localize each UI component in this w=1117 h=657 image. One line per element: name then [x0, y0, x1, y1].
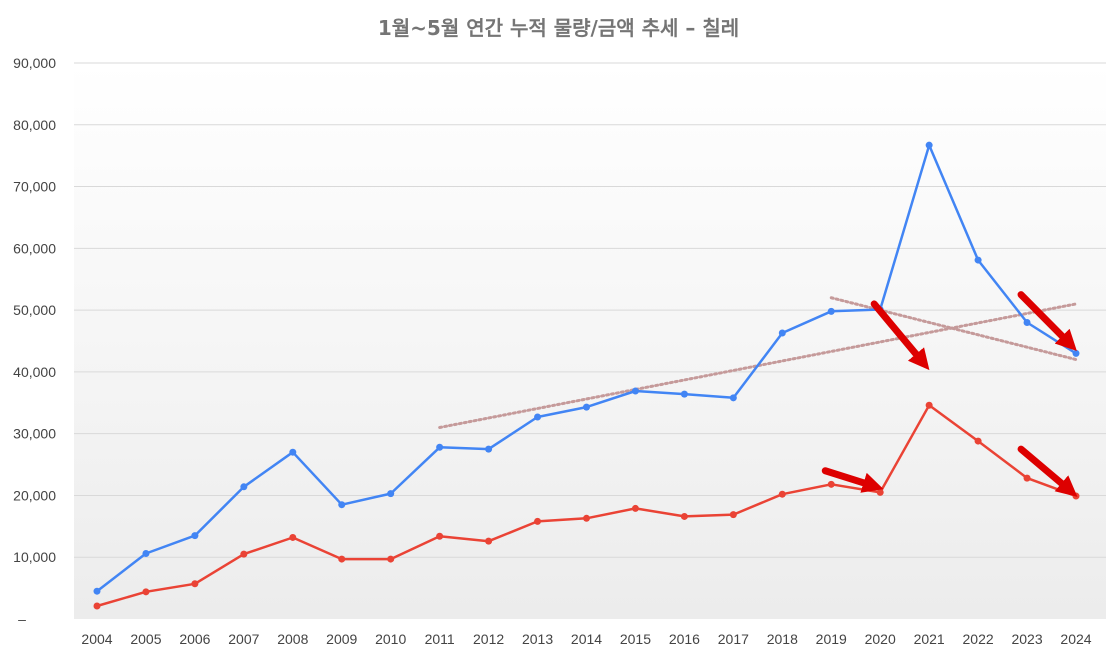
data-point [436, 532, 444, 540]
x-tick-label: 2006 [179, 631, 210, 647]
annotation-arrow [1017, 291, 1077, 352]
trendline [829, 296, 1078, 362]
data-point [289, 533, 297, 541]
y-tick-label: – [18, 611, 26, 627]
data-point [142, 588, 150, 596]
data-point [925, 401, 933, 409]
data-point [778, 329, 786, 337]
data-point [338, 555, 346, 563]
data-point [191, 580, 199, 588]
data-point [583, 514, 590, 522]
y-tick-label: 60,000 [13, 240, 56, 256]
plot-area [74, 63, 1106, 619]
data-point [680, 390, 688, 398]
data-point [240, 550, 248, 558]
data-point [974, 437, 982, 445]
data-point [974, 256, 982, 264]
data-point [729, 511, 737, 519]
data-point [142, 550, 150, 558]
y-tick-label: 20,000 [13, 487, 56, 503]
data-point [583, 403, 590, 411]
x-tick-label: 2009 [326, 631, 357, 647]
data-point [631, 504, 639, 512]
x-tick-label: 2021 [914, 631, 945, 647]
y-tick-label: 40,000 [13, 364, 56, 380]
y-tick-label: 30,000 [13, 426, 56, 442]
y-tick-label: 50,000 [13, 302, 56, 318]
data-point [338, 501, 346, 509]
x-tick-label: 2017 [718, 631, 749, 647]
y-tick-label: 10,000 [13, 549, 56, 565]
data-point [778, 490, 786, 498]
x-tick-label: 2019 [816, 631, 847, 647]
data-point [1023, 474, 1031, 482]
x-tick-label: 2011 [425, 631, 455, 647]
data-point [93, 587, 101, 595]
x-tick-label: 2013 [522, 631, 553, 647]
data-point [387, 490, 395, 498]
x-tick-label: 2015 [620, 631, 651, 647]
x-tick-label: 2024 [1060, 631, 1091, 647]
y-tick-label: 90,000 [13, 55, 56, 71]
y-tick-label: 80,000 [13, 117, 56, 133]
x-tick-label: 2014 [571, 631, 602, 647]
data-point [1023, 318, 1031, 326]
data-point [827, 480, 835, 488]
data-point [1072, 492, 1080, 500]
x-tick-label: 2023 [1011, 631, 1042, 647]
data-point [680, 512, 688, 520]
x-tick-label: 2004 [81, 631, 112, 647]
annotation-arrow [870, 300, 930, 371]
annotation-arrow [1017, 445, 1078, 497]
data-point [631, 387, 639, 395]
data-point [1072, 349, 1080, 357]
data-point [729, 394, 737, 402]
data-point [876, 488, 884, 496]
x-tick-label: 2020 [865, 631, 896, 647]
data-point [827, 307, 835, 315]
data-point [436, 443, 444, 451]
data-point [534, 413, 542, 421]
y-tick-label: 70,000 [13, 179, 56, 195]
data-point [485, 445, 493, 453]
data-point [93, 602, 101, 610]
x-tick-label: 2008 [277, 631, 308, 647]
x-tick-label: 2018 [767, 631, 798, 647]
x-tick-label: 2007 [228, 631, 259, 647]
data-point [925, 141, 933, 149]
chart-title: 1월~5월 연간 누적 물량/금액 추세 – 칠레 [377, 16, 740, 40]
annotation-arrow [821, 467, 884, 493]
x-tick-label: 2022 [963, 631, 994, 647]
data-point [387, 555, 395, 563]
x-tick-label: 2005 [130, 631, 161, 647]
x-tick-label: 2010 [375, 631, 406, 647]
data-point [485, 537, 493, 545]
data-point [240, 483, 248, 491]
data-point [191, 532, 199, 540]
x-tick-label: 2012 [473, 631, 504, 647]
data-point [534, 517, 542, 525]
data-point [289, 448, 297, 456]
x-tick-label: 2016 [669, 631, 700, 647]
